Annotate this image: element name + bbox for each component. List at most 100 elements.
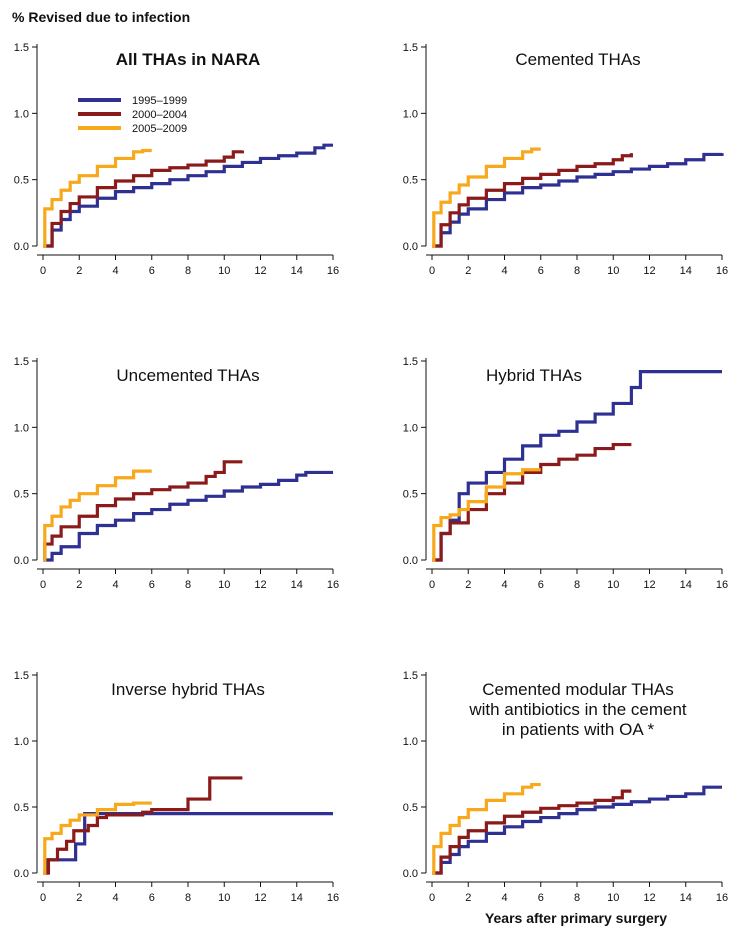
- x-tick-label: 8: [185, 892, 191, 904]
- x-tick-label: 12: [643, 265, 655, 277]
- x-tick-label: 10: [607, 579, 619, 591]
- series-line-2000-2004: [43, 776, 243, 875]
- y-tick-label: 0.0: [403, 555, 418, 567]
- series-line-2005-2009: [432, 147, 541, 248]
- chart-panel-2: 0 2 4 6 8 10 12 14 16 0.0 0.5 1.0 1.5 Cemented THAs: [403, 42, 728, 277]
- y-tick-label: 1.5: [14, 356, 29, 368]
- panel-title: in patients with OA *: [502, 720, 655, 739]
- y-tick-label: 0.5: [403, 489, 418, 501]
- series-line-2005-2009: [43, 801, 152, 875]
- series-line-2000-2004: [43, 150, 244, 248]
- x-tick-label: 10: [218, 579, 230, 591]
- x-tick-label: 12: [254, 265, 266, 277]
- y-tick-label: 0.0: [14, 241, 29, 253]
- x-tick-label: 12: [254, 892, 266, 904]
- series-line-2005-2009: [43, 469, 152, 562]
- legend: 1995–1999 2000–2004 2005–2009: [78, 95, 187, 135]
- x-tick-label: 2: [465, 265, 471, 277]
- x-tick-label: 8: [574, 892, 580, 904]
- x-tick-label: 4: [501, 892, 507, 904]
- legend-label: 2000–2004: [132, 109, 187, 121]
- x-tick-label: 16: [327, 265, 339, 277]
- x-tick-label: 6: [149, 579, 155, 591]
- x-tick-label: 10: [218, 265, 230, 277]
- panel-title: Cemented modular THAs: [482, 680, 674, 699]
- series-line-1995-1999: [43, 812, 333, 875]
- legend-label: 2005–2009: [132, 123, 187, 135]
- x-tick-label: 8: [185, 579, 191, 591]
- y-tick-label: 1.0: [14, 422, 29, 434]
- y-tick-label: 1.0: [403, 736, 418, 748]
- x-tick-label: 8: [185, 265, 191, 277]
- x-tick-label: 2: [465, 579, 471, 591]
- x-tick-label: 16: [716, 579, 728, 591]
- x-tick-label: 0: [40, 892, 46, 904]
- panel-title: Hybrid THAs: [486, 366, 582, 385]
- x-tick-label: 4: [112, 892, 118, 904]
- x-tick-label: 2: [76, 265, 82, 277]
- x-tick-label: 16: [716, 265, 728, 277]
- x-tick-label: 6: [538, 892, 544, 904]
- x-tick-label: 2: [76, 579, 82, 591]
- y-tick-label: 1.5: [403, 356, 418, 368]
- x-tick-label: 16: [716, 892, 728, 904]
- x-tick-label: 8: [574, 265, 580, 277]
- y-tick-label: 1.5: [403, 42, 418, 54]
- x-tick-label: 6: [538, 265, 544, 277]
- panels-group: 0 2 4 6 8 10 12 14 16 0.0 0.5 1.0 1.5 All THAs in NAR…: [14, 42, 728, 904]
- x-tick-label: 0: [40, 579, 46, 591]
- x-tick-label: 4: [501, 579, 507, 591]
- y-tick-label: 1.0: [14, 736, 29, 748]
- x-tick-label: 2: [465, 892, 471, 904]
- x-tick-label: 16: [327, 892, 339, 904]
- series-line-2005-2009: [432, 468, 541, 562]
- y-tick-label: 0.0: [14, 555, 29, 567]
- series-line-2000-2004: [432, 789, 632, 875]
- y-tick-label: 0.5: [403, 802, 418, 814]
- x-tick-label: 4: [501, 265, 507, 277]
- chart-panel-4: 0 2 4 6 8 10 12 14 16 0.0 0.5 1.0 1.5 Hybrid THAs: [403, 356, 728, 591]
- chart-panel-6: 0 2 4 6 8 10 12 14 16 0.0 0.5 1.0 1.5 Cemented modula…: [403, 670, 728, 904]
- x-tick-label: 6: [149, 892, 155, 904]
- y-tick-label: 1.0: [14, 108, 29, 120]
- x-tick-label: 14: [291, 579, 303, 591]
- x-tick-label: 6: [538, 579, 544, 591]
- figure-y-axis-label: % Revised due to infection: [12, 9, 190, 25]
- x-tick-label: 14: [291, 892, 303, 904]
- x-tick-label: 2: [76, 892, 82, 904]
- panel-title: Cemented THAs: [515, 50, 640, 69]
- y-tick-label: 1.0: [403, 108, 418, 120]
- panel-title: Uncemented THAs: [116, 366, 259, 385]
- series-line-2000-2004: [432, 442, 632, 562]
- y-tick-label: 1.5: [14, 670, 29, 682]
- panel-title: Inverse hybrid THAs: [111, 680, 265, 699]
- series-line-2005-2009: [432, 782, 541, 875]
- x-tick-label: 12: [643, 892, 655, 904]
- x-tick-label: 14: [680, 579, 692, 591]
- x-tick-label: 10: [607, 265, 619, 277]
- y-tick-label: 1.0: [403, 422, 418, 434]
- x-tick-label: 10: [218, 892, 230, 904]
- chart-panel-5: 0 2 4 6 8 10 12 14 16 0.0 0.5 1.0 1.5 Inverse hybrid …: [14, 670, 339, 904]
- series-line-1995-1999: [432, 370, 722, 562]
- x-tick-label: 6: [149, 265, 155, 277]
- y-tick-label: 0.0: [403, 868, 418, 880]
- y-tick-label: 1.5: [14, 42, 29, 54]
- series-line-2005-2009: [43, 148, 152, 248]
- y-tick-label: 0.5: [14, 802, 29, 814]
- y-tick-label: 0.5: [403, 175, 418, 187]
- x-tick-label: 0: [429, 892, 435, 904]
- x-tick-label: 0: [429, 265, 435, 277]
- x-tick-label: 8: [574, 579, 580, 591]
- x-tick-label: 12: [254, 579, 266, 591]
- series-line-1995-1999: [43, 470, 333, 562]
- x-tick-label: 16: [327, 579, 339, 591]
- y-tick-label: 0.5: [14, 175, 29, 187]
- x-tick-label: 12: [643, 579, 655, 591]
- figure-x-axis-label: Years after primary surgery: [485, 910, 667, 926]
- y-tick-label: 0.0: [14, 868, 29, 880]
- y-tick-label: 0.5: [14, 489, 29, 501]
- x-tick-label: 4: [112, 579, 118, 591]
- panel-title: All THAs in NARA: [116, 50, 261, 69]
- y-tick-label: 0.0: [403, 241, 418, 253]
